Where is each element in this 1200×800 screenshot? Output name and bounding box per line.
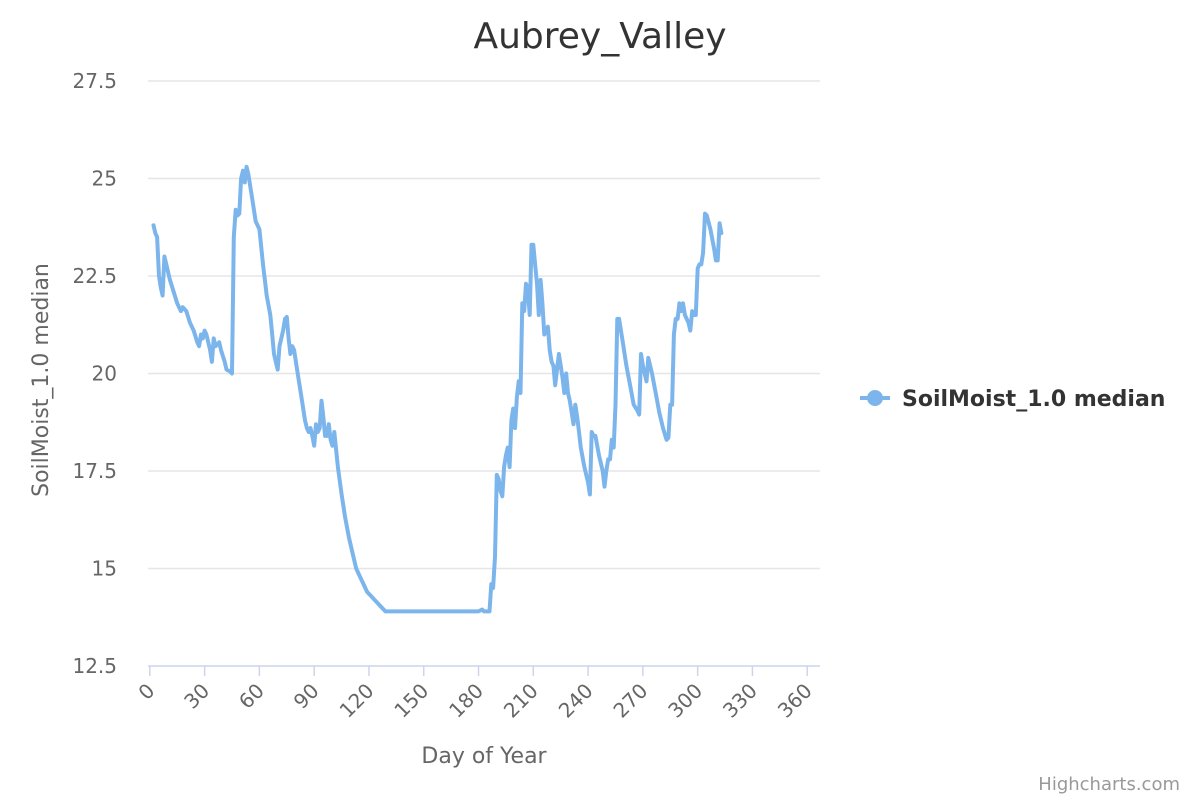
x-tick-label: 330 (718, 679, 762, 723)
x-tick-label: 240 (554, 679, 598, 723)
y-axis-ticks: 12.5 15 17.5 20 22.5 25 27.5 (72, 69, 117, 678)
x-tick-label: 300 (663, 679, 707, 723)
legend-marker-icon (867, 390, 883, 406)
y-axis-title: SoilMoist_1.0 median (29, 263, 54, 497)
x-tick-label: 60 (234, 679, 269, 714)
x-tick-label: 150 (389, 679, 433, 723)
y-tick-label: 25 (92, 167, 117, 191)
y-tick-label: 27.5 (72, 69, 117, 93)
legend-item-label[interactable]: SoilMoist_1.0 median (902, 387, 1165, 412)
chart-title: Aubrey_Valley (473, 16, 726, 57)
x-tick-label: 90 (289, 679, 324, 714)
x-axis-title: Day of Year (421, 744, 547, 769)
y-tick-label: 20 (92, 362, 117, 386)
series-line-soilmoist[interactable] (151, 164, 724, 614)
grid-lines (148, 80, 820, 570)
credits-link[interactable]: Highcharts.com (1038, 774, 1180, 795)
x-tick-label: 30 (179, 679, 214, 714)
y-tick-label: 22.5 (72, 264, 117, 288)
y-tick-label: 12.5 (72, 654, 117, 678)
x-tick-label: 120 (335, 679, 379, 723)
x-tick-label: 270 (608, 679, 652, 723)
y-tick-label: 15 (92, 557, 117, 581)
y-tick-label: 17.5 (72, 459, 117, 483)
x-tick-label: 210 (499, 679, 543, 723)
x-tick-label: 180 (444, 679, 488, 723)
x-axis-ticks: 0 30 60 90 120 150 180 210 240 270 300 330 360 (133, 666, 817, 723)
x-tick-label: 360 (773, 679, 817, 723)
legend[interactable]: SoilMoist_1.0 median (860, 387, 1165, 412)
x-tick-label: 0 (133, 679, 159, 705)
